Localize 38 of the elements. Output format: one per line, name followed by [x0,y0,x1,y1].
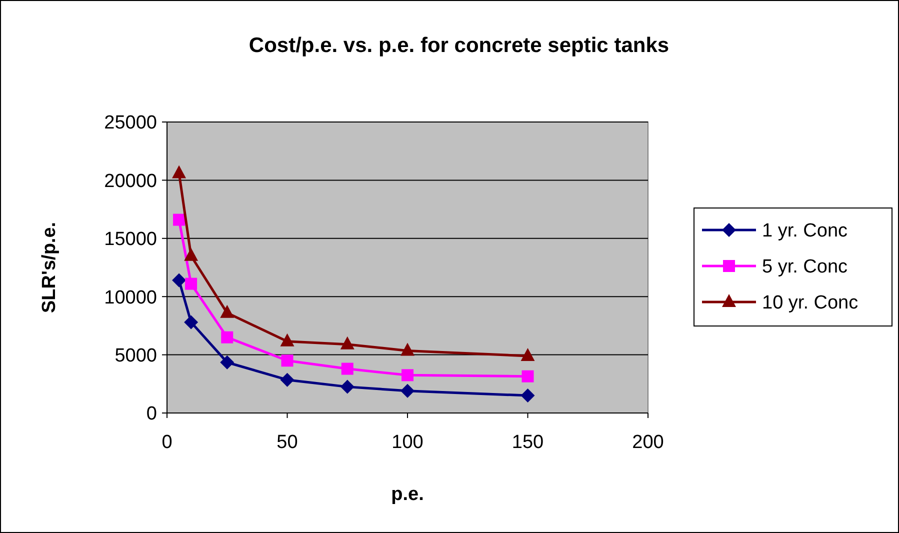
point [400,384,414,398]
point [184,315,198,330]
y-axis-title: SLR's/p.e. [39,222,60,314]
point [520,348,535,361]
point [341,362,354,375]
point [220,304,234,318]
y-tick-label: 20000 [104,170,157,192]
x-tick-label: 0 [162,432,172,453]
point [281,354,294,367]
x-tick-label: 150 [512,432,544,453]
y-tick-label: 5000 [114,345,157,366]
x-tick-label: 200 [632,432,664,453]
legend-label: 5 yr. Conc [762,256,848,278]
point [220,355,234,370]
point [185,278,198,290]
point [172,165,186,178]
y-tick-label: 25000 [104,112,157,134]
y-tick-label: 15000 [104,229,157,250]
y-tick-label: 10000 [104,287,157,308]
point [173,214,186,226]
point [340,380,354,394]
chart-title: Cost/p.e. vs. p.e. for concrete septic tanks [248,34,670,57]
point [520,388,535,403]
x-tick-label: 50 [276,432,298,453]
point [522,370,534,382]
point [400,342,414,356]
point [402,369,414,382]
y-tick-label: 0 [146,404,157,425]
x-axis-title: p.e. [391,484,424,505]
point [280,372,294,387]
legend-label: 1 yr. Conc [762,220,848,242]
x-tick-label: 100 [392,432,424,453]
point [184,248,198,261]
point [221,331,234,344]
point [280,333,294,346]
point [172,273,186,288]
legend-label: 10 yr. Conc [762,292,858,314]
point [340,336,354,350]
